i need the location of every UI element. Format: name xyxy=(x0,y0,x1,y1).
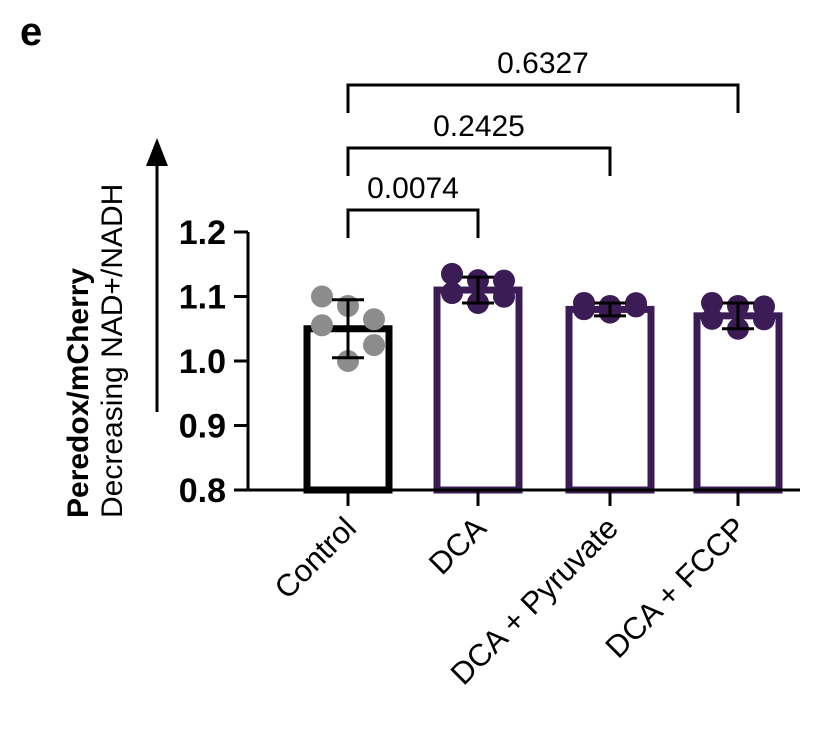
data-point xyxy=(625,295,647,318)
data-point xyxy=(753,308,775,331)
data-point xyxy=(701,291,723,314)
panel-label: e xyxy=(20,10,42,54)
data-point xyxy=(493,269,515,292)
data-point xyxy=(363,308,385,331)
data-point xyxy=(311,314,333,337)
data-point xyxy=(441,282,463,305)
data-point xyxy=(337,350,359,372)
significance-bracket xyxy=(346,83,740,113)
p-value-label: 0.6327 xyxy=(497,47,589,80)
y-tick-label: 0.8 xyxy=(179,472,226,510)
p-value-label: 0.0074 xyxy=(367,172,459,205)
y-tick-label: 1.0 xyxy=(179,343,226,381)
significance-bracket xyxy=(346,208,480,238)
y-axis-sublabel: Decreasing NAD+/NADH xyxy=(96,184,129,518)
y-tick-label: 0.9 xyxy=(179,408,226,446)
y-axis-label: Peredox/mCherry xyxy=(62,268,95,518)
bar xyxy=(565,305,655,494)
y-tick-label: 1.1 xyxy=(179,279,226,317)
bar xyxy=(693,312,783,494)
y-axis-title: Peredox/mCherry Decreasing NAD+/NADH xyxy=(62,184,129,518)
data-point xyxy=(363,334,385,357)
p-value-label: 0.2425 xyxy=(433,110,525,143)
data-point xyxy=(701,307,723,330)
x-tick-label: DCA xyxy=(422,510,493,581)
significance-bracket xyxy=(346,146,612,176)
x-tick-label: Control xyxy=(268,510,363,605)
data-point xyxy=(573,298,595,321)
data-point xyxy=(493,285,515,308)
data-point xyxy=(441,262,463,285)
y-direction-arrow xyxy=(146,138,168,412)
y-tick-label: 1.2 xyxy=(179,214,226,252)
bar xyxy=(433,286,523,494)
data-point xyxy=(311,285,333,308)
